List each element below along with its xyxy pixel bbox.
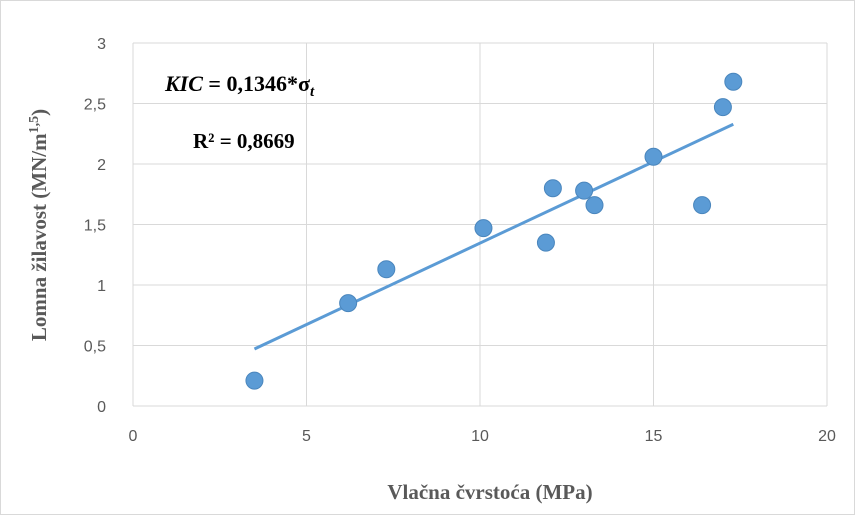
data-point xyxy=(644,147,663,166)
data-point xyxy=(713,98,732,117)
equation-subscript: t xyxy=(310,84,315,100)
data-point xyxy=(693,196,712,215)
y-tick-label: 3 xyxy=(97,36,106,53)
equation-rhs: = 0,1346*σ xyxy=(203,71,310,96)
x-tick-label: 10 xyxy=(471,428,489,445)
data-point xyxy=(339,294,358,313)
y-axis-title: Lomna žilavost (MN/m1,5) xyxy=(27,109,51,341)
data-point xyxy=(724,72,743,91)
data-point xyxy=(474,219,493,238)
y-axis-title-sup: 1,5 xyxy=(27,116,42,134)
data-point xyxy=(585,196,604,215)
y-tick-label: 2,5 xyxy=(84,97,106,114)
trendline-equation: KIC = 0,1346*σt xyxy=(164,71,315,100)
y-tick-label: 0 xyxy=(97,399,106,416)
r-squared-label: R² = 0,8669 xyxy=(193,129,295,153)
data-point xyxy=(536,233,555,252)
y-tick-labels: 0 0,5 1 1,5 2 2,5 3 xyxy=(84,36,106,416)
data-points xyxy=(245,72,743,390)
y-axis-title-main: Lomna žilavost (MN/m xyxy=(27,133,51,341)
x-axis-title: Vlačna čvrstoća (MPa) xyxy=(387,480,592,504)
x-tick-label: 20 xyxy=(818,428,836,445)
y-tick-label: 1,5 xyxy=(84,218,106,235)
x-tick-labels: 0 5 10 15 20 xyxy=(129,428,836,445)
x-tick-label: 0 xyxy=(129,428,138,445)
data-point xyxy=(575,181,594,200)
y-tick-label: 1 xyxy=(97,278,106,295)
grid-lines xyxy=(132,42,828,407)
data-point xyxy=(543,179,562,198)
y-tick-label: 0,5 xyxy=(84,339,106,356)
data-point xyxy=(245,371,264,390)
data-point xyxy=(377,260,396,279)
y-axis-title-end: ) xyxy=(27,109,51,116)
equation-lhs: KIC xyxy=(164,71,203,96)
x-tick-label: 5 xyxy=(302,428,311,445)
y-tick-label: 2 xyxy=(97,157,106,174)
x-tick-label: 15 xyxy=(645,428,663,445)
